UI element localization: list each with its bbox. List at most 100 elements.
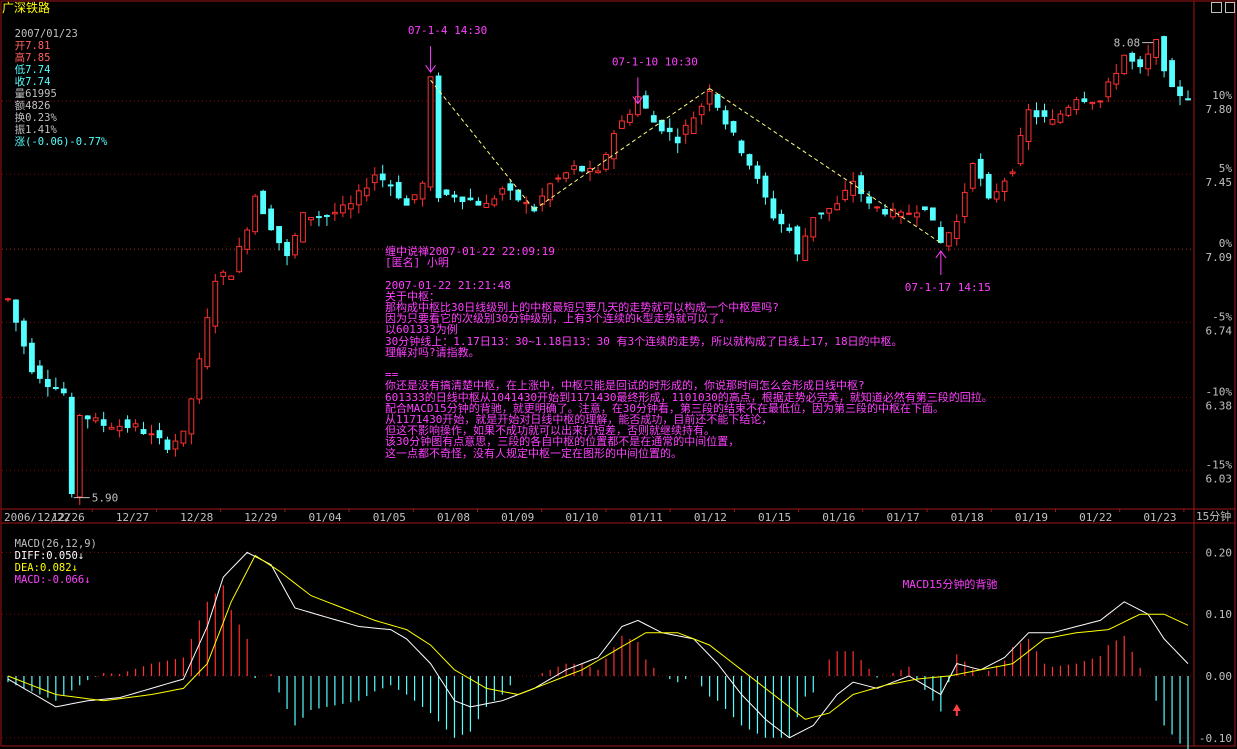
open-label: 开	[14, 40, 26, 52]
date-axis-label: 01/08	[437, 511, 470, 524]
candle-body	[84, 415, 91, 420]
candle-body	[331, 211, 338, 215]
macd-value: -0.066	[46, 574, 85, 586]
high-value: 7.85	[25, 52, 51, 64]
candle-body	[355, 190, 362, 206]
candle-body	[1049, 119, 1056, 125]
candle-body	[650, 115, 657, 123]
candle-body	[754, 165, 761, 179]
macd-up-arrow-icon	[952, 704, 961, 711]
turnover-label: 换	[14, 112, 26, 124]
diff-line	[7, 551, 1189, 739]
note-line	[385, 358, 993, 369]
pct-axis-label: -10%	[1206, 385, 1233, 398]
candle-body	[116, 425, 123, 432]
candle-body	[1041, 110, 1048, 117]
high-label: 高	[14, 52, 26, 64]
candle-body	[619, 120, 625, 129]
dashed-trend-line	[533, 88, 710, 210]
macd-axis-label: 0.00	[1206, 670, 1233, 683]
close-value: 7.74	[25, 76, 51, 88]
candle-body	[180, 430, 187, 444]
window-maximize-icon[interactable]	[1211, 2, 1222, 13]
diff-label: DIFF:	[14, 550, 47, 562]
date-axis-label: 01/18	[951, 511, 984, 524]
candle-body	[1001, 180, 1008, 192]
candle-body	[969, 163, 976, 189]
note-line: 缠中说禅2007-01-22 22:09:19	[385, 245, 555, 258]
candle-body	[459, 196, 466, 203]
note-line: 你还是没有搞清楚中枢，在上涨中，中枢只能是回试的时形成的，你说那时间怎么会形成日…	[385, 379, 865, 393]
price-axis-label: 6.74	[1206, 324, 1233, 337]
candle-body	[794, 226, 801, 255]
date-axis-label: 12/26	[52, 511, 85, 524]
candle-body	[13, 299, 19, 323]
date-axis-label: 01/09	[501, 511, 534, 524]
price-axis-label: 6.03	[1206, 472, 1233, 485]
annotation-arrowhead	[632, 96, 644, 105]
max-price-label: 8.08	[1114, 37, 1141, 50]
candle-body	[1121, 54, 1128, 75]
candle-body	[1129, 52, 1136, 62]
candle-body	[443, 189, 450, 195]
close-label: 收	[14, 76, 26, 88]
candle-body	[36, 365, 43, 379]
turnover-value: 0.23%	[25, 112, 57, 124]
candle-body	[68, 396, 75, 495]
candle-body	[802, 235, 809, 261]
candle-body	[722, 110, 729, 125]
note-line: 该30分钟图有点意思，三段的各自中枢的位置都不是在通常的中间位置，	[385, 435, 740, 449]
note-line: 但这不影响操作，如果不成功就可以出来打短差，否则就继续持有。	[385, 424, 715, 438]
candle-body	[914, 212, 920, 218]
candle-body	[164, 439, 171, 450]
candle-body	[850, 180, 857, 196]
candle-body	[563, 172, 569, 179]
window-close-icon[interactable]	[1225, 2, 1235, 13]
stock-name: 广深铁路	[2, 1, 51, 15]
note-line: 因为只要看它的次级别30分钟级别，上有3个连续的k型走势就可以了。	[385, 312, 731, 326]
pct-axis-label: -15%	[1206, 458, 1233, 471]
candle-body	[985, 173, 992, 199]
candle-body	[44, 379, 51, 388]
candle-body	[475, 200, 482, 206]
candle-body	[714, 94, 721, 108]
candle-body	[1009, 171, 1016, 174]
candle-body	[347, 203, 354, 210]
candle-body	[196, 358, 203, 400]
candle-body	[1161, 36, 1167, 72]
dea-value: 0.082	[39, 562, 72, 574]
date-axis-label: 01/10	[565, 511, 598, 524]
candle-body	[92, 417, 99, 422]
candle-body	[124, 419, 131, 429]
candle-body	[387, 184, 394, 187]
date-axis-label: 01/22	[1079, 511, 1112, 524]
candle-body	[252, 195, 259, 233]
candle-body	[435, 75, 442, 199]
candle-body	[786, 227, 793, 231]
candle-body	[499, 188, 506, 195]
volume-label: 量	[14, 88, 26, 100]
candle-body	[834, 203, 841, 211]
candle-body	[690, 117, 697, 134]
candle-body	[1137, 59, 1144, 68]
candle-body	[770, 198, 777, 219]
period-label[interactable]: 15分钟	[1196, 510, 1232, 523]
candle-body	[587, 167, 593, 172]
candle-body	[284, 242, 290, 257]
diff-value: 0.050	[46, 550, 78, 562]
candle-body	[746, 154, 753, 166]
candle-body	[76, 415, 83, 498]
candle-body	[922, 206, 928, 211]
candle-body	[1025, 109, 1032, 143]
macd-label: MACD:	[14, 574, 47, 586]
note-line: 以601333为例	[385, 323, 458, 337]
amplitude-label: 振	[14, 124, 26, 136]
candle-body	[467, 197, 474, 201]
arrow-label: 07-1-4 14:30	[408, 24, 487, 37]
date-axis-label: 01/23	[1143, 511, 1176, 524]
candle-body	[929, 207, 936, 221]
price-axis-label: 7.09	[1206, 251, 1233, 264]
date-axis-label: 2006/12/22	[4, 511, 70, 524]
candle-body	[658, 119, 665, 132]
